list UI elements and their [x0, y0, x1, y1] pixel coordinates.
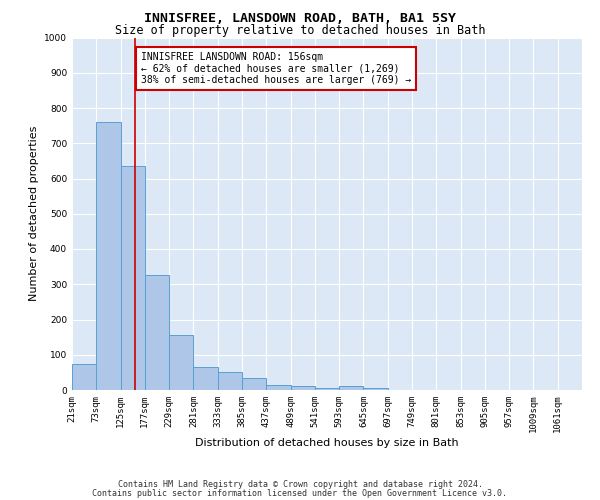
Bar [145, 276, 169, 390]
Text: Size of property relative to detached houses in Bath: Size of property relative to detached ho… [115, 24, 485, 37]
Text: INNISFREE LANSDOWN ROAD: 156sqm
← 62% of detached houses are smaller (1,269)
38%: INNISFREE LANSDOWN ROAD: 156sqm ← 62% of… [141, 52, 411, 85]
Bar [193, 367, 218, 390]
Bar [315, 388, 339, 390]
Bar [169, 336, 193, 390]
X-axis label: Distribution of detached houses by size in Bath: Distribution of detached houses by size … [195, 438, 459, 448]
Text: Contains public sector information licensed under the Open Government Licence v3: Contains public sector information licen… [92, 488, 508, 498]
Bar [96, 122, 121, 390]
Bar [290, 386, 315, 390]
Y-axis label: Number of detached properties: Number of detached properties [29, 126, 38, 302]
Text: Contains HM Land Registry data © Crown copyright and database right 2024.: Contains HM Land Registry data © Crown c… [118, 480, 482, 489]
Bar [266, 384, 290, 390]
Bar [242, 378, 266, 390]
Bar [364, 388, 388, 390]
Bar [72, 364, 96, 390]
Bar [218, 372, 242, 390]
Bar [339, 386, 364, 390]
Bar [121, 166, 145, 390]
Text: INNISFREE, LANSDOWN ROAD, BATH, BA1 5SY: INNISFREE, LANSDOWN ROAD, BATH, BA1 5SY [144, 12, 456, 26]
